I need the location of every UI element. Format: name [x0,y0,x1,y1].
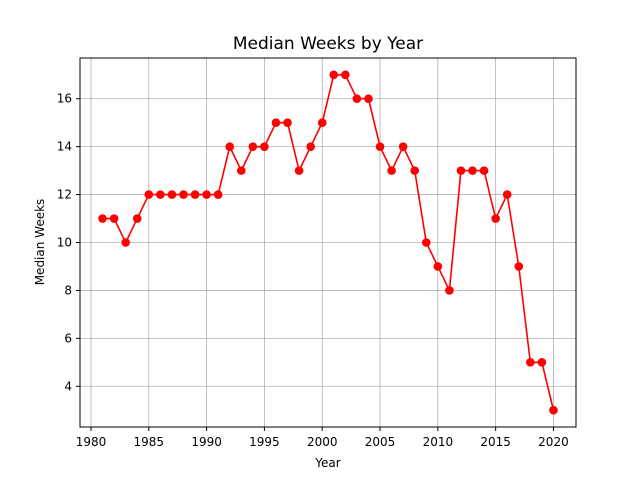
data-point [179,190,188,199]
x-tick-label: 2005 [365,435,396,449]
data-point [260,142,269,151]
data-point [271,118,281,127]
data-point [341,70,350,80]
data-point [236,166,246,175]
data-point [468,166,477,175]
data-point [514,262,524,271]
data-point [213,190,223,199]
data-point [225,142,235,151]
y-tick-label: 6 [64,331,72,345]
plot-frame [79,57,577,428]
y-tick-label: 12 [57,188,72,202]
data-point [144,190,154,199]
x-tick-label: 2000 [307,435,338,449]
data-point [283,118,292,127]
data-point [294,166,304,175]
x-tick-label: 1980 [76,435,107,449]
data-point [491,214,500,223]
data-point [109,214,119,223]
x-tick-label: 2020 [538,435,569,449]
y-tick-label: 16 [57,92,72,106]
data-point [248,142,258,151]
y-tick-label: 14 [57,140,72,154]
y-tick-label: 4 [64,379,72,393]
data-point [190,190,200,199]
data-point [433,262,443,271]
y-axis-ticks: 4 6 8 10 12 14 16 [57,92,80,393]
data-point [479,166,489,175]
series [98,70,558,415]
y-tick-label: 8 [64,283,72,297]
x-tick-label: 1985 [134,435,165,449]
data-point [537,358,547,367]
data-point [167,190,177,199]
data-point [352,94,362,104]
x-tick-label: 2010 [423,435,454,449]
data-point [306,142,315,151]
data-point [526,358,535,367]
x-axis-ticks: 1980 1985 1990 1995 2000 2005 2010 2015 2020 [76,427,569,449]
data-point [121,238,130,247]
x-tick-label: 2015 [480,435,511,449]
data-point [329,70,339,80]
data-point [421,238,431,247]
chart-title: Median Weeks by Year [233,34,423,54]
data-point [456,166,466,175]
data-point [98,214,107,223]
data-point [398,142,408,151]
grid [80,58,576,427]
x-tick-label: 1990 [191,435,222,449]
y-tick-label: 10 [57,236,72,250]
data-point [387,166,396,175]
data-point [364,94,373,104]
y-axis-label: Median Weeks [33,199,47,286]
x-axis-label: Year [314,456,340,470]
data-point [202,190,211,199]
data-point [502,190,512,199]
data-point [132,214,142,223]
series-line [102,73,555,411]
data-point [445,286,454,295]
data-point [317,118,327,127]
x-tick-label: 1995 [249,435,280,449]
data-point [549,405,558,415]
data-point [375,142,385,151]
data-point [410,166,420,175]
data-point [156,190,165,199]
